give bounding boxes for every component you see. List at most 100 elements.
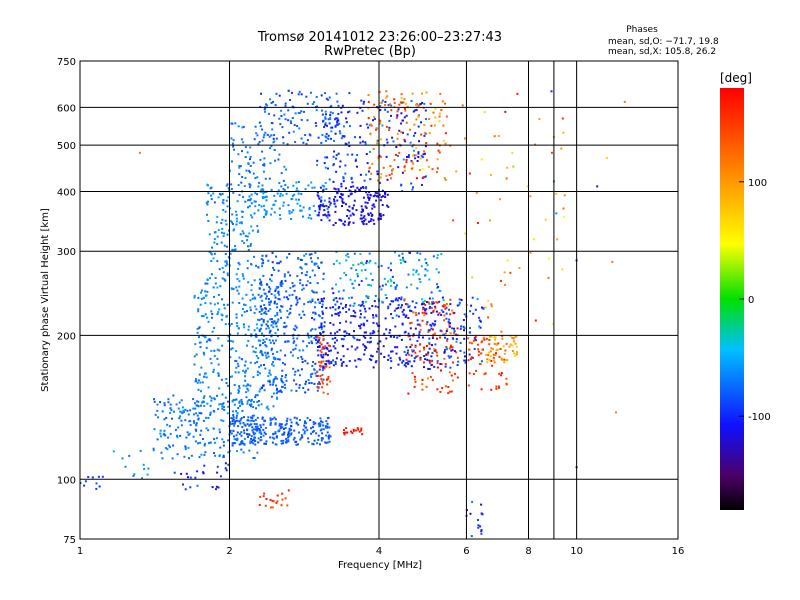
data-point [389, 278, 392, 281]
data-point [264, 195, 267, 198]
data-point [417, 273, 420, 276]
data-point [224, 210, 227, 213]
data-point [445, 347, 448, 350]
data-point [167, 436, 169, 439]
data-point [249, 442, 252, 445]
data-point [253, 296, 256, 299]
data-point [379, 218, 382, 220]
data-point [484, 306, 487, 309]
data-point [419, 103, 422, 106]
data-point [279, 427, 282, 430]
data-point [260, 426, 263, 429]
data-point [213, 349, 216, 352]
data-point [284, 441, 287, 444]
data-point [374, 361, 377, 364]
data-point [338, 130, 341, 133]
data-point [500, 374, 503, 377]
data-point [292, 438, 295, 441]
data-point [233, 424, 236, 427]
data-point [486, 358, 489, 361]
data-point [373, 103, 376, 106]
data-point [313, 439, 316, 442]
data-point [310, 376, 313, 378]
data-point [408, 335, 411, 338]
data-point [360, 187, 362, 190]
data-point [389, 303, 392, 306]
data-point [302, 387, 305, 389]
data-point [447, 355, 450, 357]
data-point [223, 406, 225, 408]
data-point [273, 300, 276, 303]
data-point [427, 329, 430, 332]
data-point [379, 155, 382, 158]
data-point [356, 275, 359, 278]
data-point [256, 416, 259, 419]
data-point [356, 111, 359, 114]
data-point [232, 249, 235, 252]
data-point [265, 210, 268, 213]
data-point [284, 279, 287, 282]
data-point [275, 443, 278, 446]
data-point [332, 155, 335, 158]
data-point [284, 102, 287, 105]
data-point [481, 348, 484, 351]
data-point [354, 311, 357, 314]
data-point [318, 425, 321, 428]
data-point [425, 159, 428, 162]
data-point [350, 345, 353, 348]
data-point [269, 147, 272, 150]
data-point [332, 323, 335, 326]
data-point [256, 193, 259, 196]
data-point [281, 492, 284, 495]
data-point [273, 294, 276, 297]
data-point [477, 524, 480, 527]
data-point [187, 434, 190, 436]
data-point [419, 329, 422, 332]
data-point [216, 243, 219, 246]
data-point [498, 372, 501, 375]
data-point [416, 287, 419, 290]
data-point [276, 286, 279, 289]
data-point [303, 303, 306, 306]
data-point [259, 282, 261, 285]
data-point [415, 147, 418, 150]
data-point [382, 195, 384, 198]
data-point [325, 132, 328, 135]
data-point [425, 353, 428, 356]
data-point [179, 410, 182, 413]
data-point [163, 432, 166, 435]
data-point [368, 341, 371, 344]
data-point [204, 282, 207, 285]
data-point [260, 436, 262, 438]
data-point [213, 303, 216, 306]
data-point [340, 358, 343, 361]
data-point [410, 167, 413, 170]
data-point [247, 245, 249, 248]
data-point [199, 341, 202, 344]
data-point [261, 196, 264, 198]
data-point [206, 282, 209, 285]
data-point [480, 158, 483, 161]
data-point [360, 429, 363, 432]
data-point [257, 437, 260, 440]
data-point [471, 296, 474, 299]
data-point [373, 205, 376, 208]
data-point [390, 350, 393, 353]
data-point [375, 128, 377, 131]
data-point [199, 381, 202, 384]
data-point [304, 383, 307, 385]
data-point [476, 222, 479, 224]
data-point [436, 142, 439, 145]
data-point [319, 382, 321, 385]
data-point [363, 179, 366, 182]
data-point [227, 322, 230, 325]
data-point [423, 300, 426, 302]
data-point [455, 170, 458, 173]
data-point [385, 337, 388, 340]
data-point [354, 159, 357, 162]
data-point [320, 298, 323, 300]
data-point [363, 307, 366, 310]
data-point [323, 125, 326, 128]
data-point [487, 354, 490, 357]
data-point [236, 289, 239, 292]
